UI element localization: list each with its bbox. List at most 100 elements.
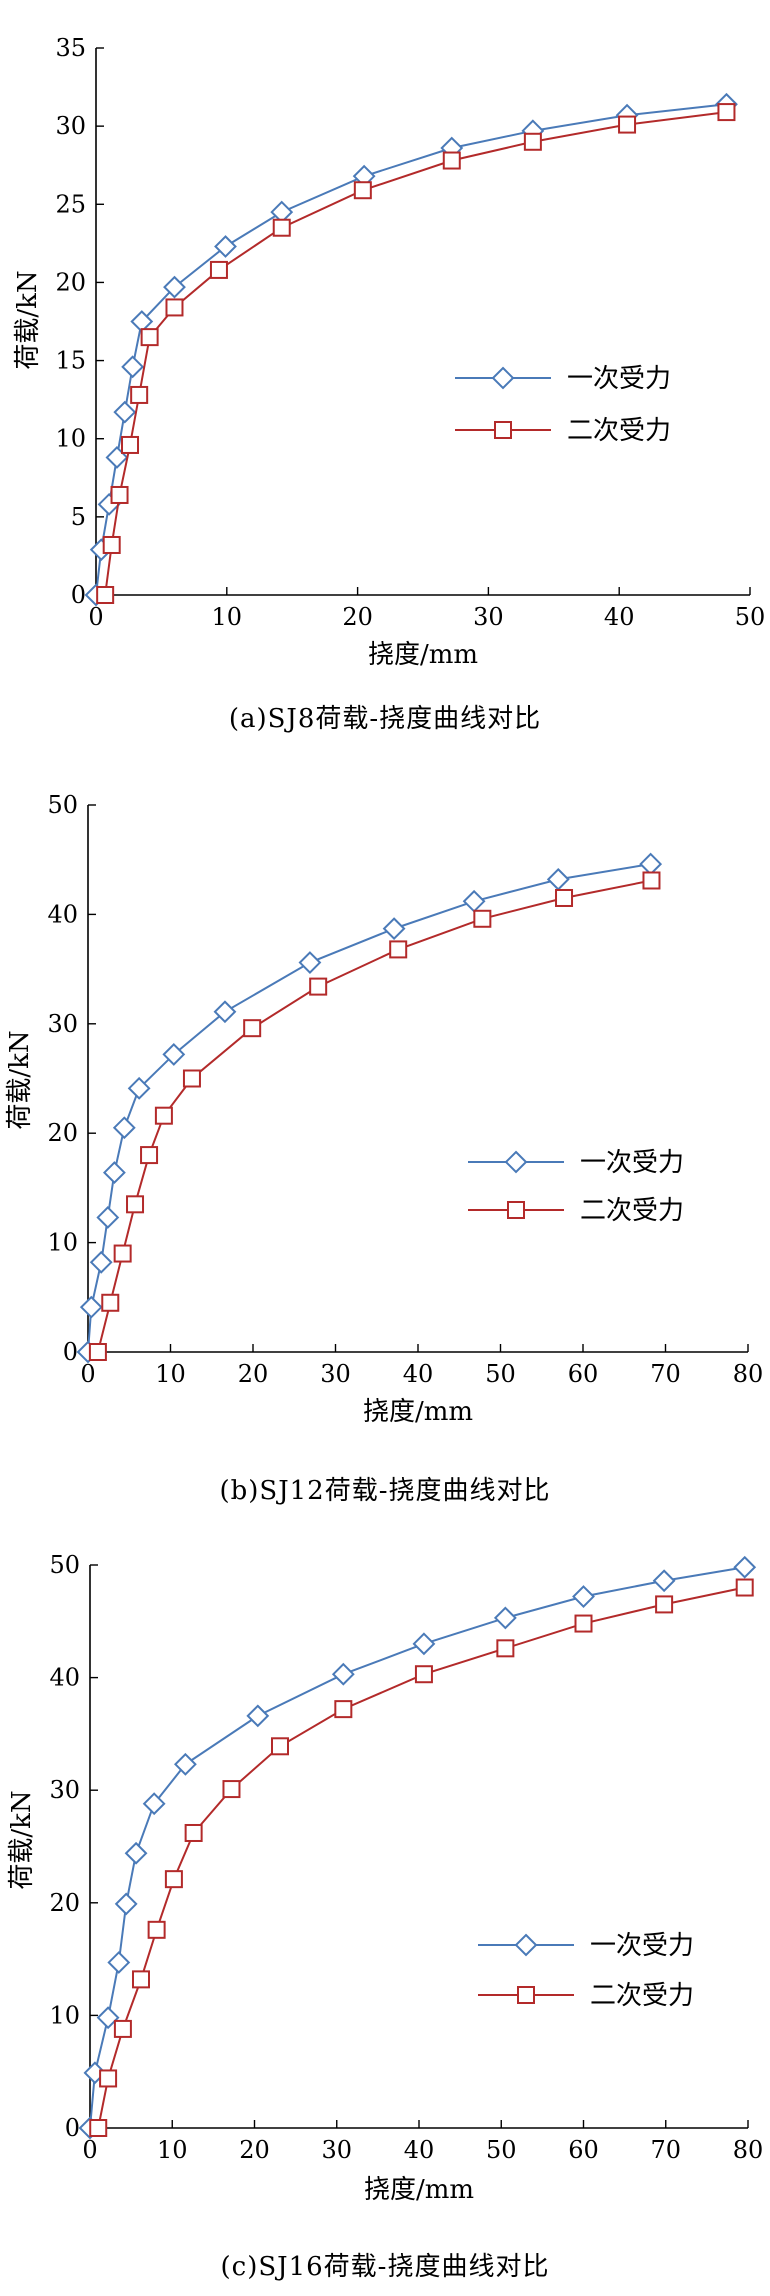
data-point — [162, 1043, 186, 1066]
data-point — [102, 1161, 126, 1184]
data-point — [270, 1737, 289, 1756]
data-point — [209, 260, 228, 279]
y-tick-label: 50 — [49, 1551, 80, 1579]
data-point — [96, 2006, 120, 2030]
data-point — [121, 435, 140, 454]
data-point — [733, 1555, 757, 1579]
data-point — [462, 889, 486, 913]
data-point — [142, 1792, 166, 1816]
data-point — [214, 235, 237, 258]
data-point — [126, 1195, 145, 1214]
data-point — [496, 1639, 515, 1658]
y-tick-label: 20 — [47, 1119, 78, 1147]
data-point — [130, 385, 149, 404]
data-point — [639, 852, 663, 876]
data-point — [618, 115, 637, 134]
y-tick-label: 30 — [47, 1010, 78, 1038]
data-point — [147, 1920, 166, 1939]
y-axis-label: 荷载/kN — [13, 270, 43, 369]
y-tick-label: 0 — [65, 2114, 80, 2142]
x-tick-label: 80 — [733, 1360, 764, 1388]
chart-a-svg: 0 10 20 30 40 50 0 5 10 15 20 25 30 35 挠度/mm 荷载/kN 一次受力二… — [13, 34, 765, 670]
series-2 — [89, 1578, 754, 2137]
data-point — [555, 888, 574, 907]
data-point — [222, 1780, 241, 1799]
data-point — [389, 940, 408, 959]
data-point — [114, 1892, 138, 1916]
data-point — [96, 586, 115, 604]
legend-label: 二次受力 — [567, 416, 671, 446]
x-tick-label: 0 — [88, 603, 103, 631]
x-tick-label: 20 — [238, 1360, 269, 1388]
data-point — [412, 1632, 436, 1656]
data-point — [473, 909, 492, 928]
legend-label: 一次受力 — [580, 1148, 684, 1178]
y-tick-label: 40 — [47, 900, 78, 928]
legend-label: 一次受力 — [590, 1931, 694, 1961]
chart-panel-a: 0 10 20 30 40 50 0 5 10 15 20 25 30 35 挠度/mm 荷载/kN 一次受力二… — [0, 0, 770, 740]
data-point — [96, 1206, 120, 1229]
data-point — [121, 355, 145, 379]
data-point — [353, 181, 372, 200]
x-tick-label: 70 — [650, 2136, 681, 2164]
x-tick-label: 0 — [80, 1360, 95, 1388]
chart-panel-b: 0 10 20 30 40 50 60 70 80 0 10 20 30 40 50 挠度/mm 荷载/kN 一次… — [0, 770, 770, 1520]
data-point — [309, 977, 328, 996]
data-point — [89, 1250, 113, 1274]
data-point — [163, 275, 186, 299]
y-tick-label: 15 — [55, 347, 86, 375]
x-axis-label: 挠度/mm — [363, 1397, 473, 1427]
y-tick-label: 10 — [55, 425, 86, 453]
data-point — [107, 1951, 131, 1974]
x-tick-label: 40 — [604, 603, 635, 631]
data-point — [735, 1578, 754, 1597]
data-point — [140, 1146, 159, 1165]
y-tick-label: 50 — [47, 791, 78, 819]
data-point — [655, 1595, 674, 1614]
series-1 — [78, 1555, 757, 2140]
data-point — [124, 1841, 148, 1865]
series-line-1 — [95, 103, 727, 596]
y-tick-label: 10 — [47, 1229, 78, 1257]
chart-a-caption: (a)SJ8荷载-挠度曲线对比 — [228, 704, 542, 734]
chart-b-svg: 0 10 20 30 40 50 60 70 80 0 10 20 30 40 50 挠度/mm 荷载/kN 一次… — [5, 791, 764, 1427]
legend-marker — [494, 421, 512, 439]
data-point — [101, 1293, 120, 1312]
data-point — [173, 1752, 197, 1776]
legend-label: 一次受力 — [567, 364, 671, 394]
data-point — [182, 1069, 201, 1088]
x-axis-label: 挠度/mm — [368, 640, 478, 670]
x-tick-label: 40 — [404, 2136, 435, 2164]
y-tick-label: 25 — [55, 190, 86, 218]
data-point — [165, 298, 184, 317]
data-point — [110, 485, 129, 504]
data-point — [79, 1295, 103, 1319]
x-tick-label: 50 — [485, 1360, 516, 1388]
data-point — [102, 535, 121, 554]
y-axis-label: 荷载/kN — [5, 1030, 35, 1129]
chart-b-caption: (b)SJ12荷载-挠度曲线对比 — [219, 1476, 551, 1506]
data-point — [131, 1970, 150, 1989]
x-tick-label: 0 — [82, 2136, 97, 2164]
x-tick-label: 50 — [486, 2136, 517, 2164]
data-point — [546, 867, 570, 891]
series-2 — [88, 871, 661, 1361]
x-tick-label: 10 — [155, 1360, 186, 1388]
chart-c-svg: 0 10 20 30 40 50 60 70 80 0 10 20 30 40 50 挠度/mm 荷载/kN 一次… — [7, 1551, 764, 2205]
data-point — [113, 400, 137, 424]
legend-marker — [491, 366, 515, 390]
x-tick-label: 80 — [733, 2136, 764, 2164]
legend-label: 二次受力 — [580, 1196, 684, 1226]
x-tick-label: 60 — [568, 2136, 599, 2164]
data-point — [331, 1662, 355, 1686]
chart-c-caption: (c)SJ16荷载-挠度曲线对比 — [220, 2252, 550, 2282]
data-point — [298, 951, 322, 974]
legend-marker — [507, 1201, 525, 1219]
y-tick-label: 5 — [71, 503, 86, 531]
data-point — [127, 1076, 151, 1100]
data-point — [652, 1569, 676, 1593]
series-2 — [96, 103, 736, 604]
y-tick-label: 0 — [63, 1338, 78, 1366]
